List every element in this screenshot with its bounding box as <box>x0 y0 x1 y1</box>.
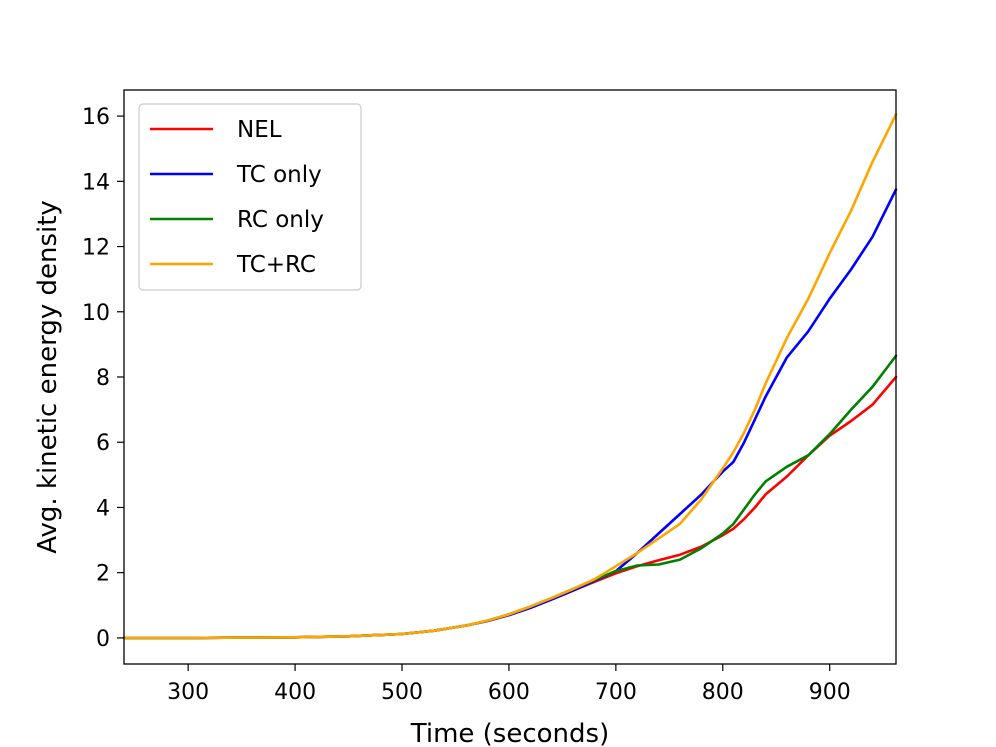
series-line-tc-rc <box>122 113 898 640</box>
x-tick-label: 800 <box>702 680 744 705</box>
y-axis: 0 2 4 6 8 10 12 14 16 <box>82 105 124 652</box>
y-tick-label: 14 <box>82 170 110 195</box>
series-line-nel <box>122 375 898 640</box>
series-lines <box>122 113 898 640</box>
x-tick-label: 500 <box>381 680 423 705</box>
y-tick-label: 2 <box>96 562 110 587</box>
x-tick-label: 400 <box>274 680 316 705</box>
x-axis: 300 400 500 600 700 800 900 <box>167 664 851 705</box>
legend-label: NEL <box>237 117 282 143</box>
x-tick-label: 700 <box>595 680 637 705</box>
series-line-rc-only <box>122 354 898 640</box>
x-axis-label: Time (seconds) <box>410 719 609 747</box>
legend-label: TC only <box>236 162 322 188</box>
y-tick-label: 10 <box>82 301 110 326</box>
y-tick-label: 0 <box>96 627 110 652</box>
x-tick-label: 900 <box>809 680 851 705</box>
y-tick-label: 6 <box>96 431 110 456</box>
legend-box <box>138 103 362 291</box>
y-tick-label: 12 <box>82 236 110 261</box>
y-tick-label: 8 <box>96 366 110 391</box>
y-tick-label: 16 <box>82 105 110 130</box>
x-tick-label: 300 <box>167 680 209 705</box>
legend-label: TC+RC <box>236 252 316 278</box>
y-axis-label: Avg. kinetic energy density <box>33 200 63 554</box>
legend-label: RC only <box>237 207 324 233</box>
legend: NEL TC only RC only TC+RC <box>138 103 362 291</box>
y-tick-label: 4 <box>96 496 110 521</box>
x-tick-label: 600 <box>488 680 530 705</box>
